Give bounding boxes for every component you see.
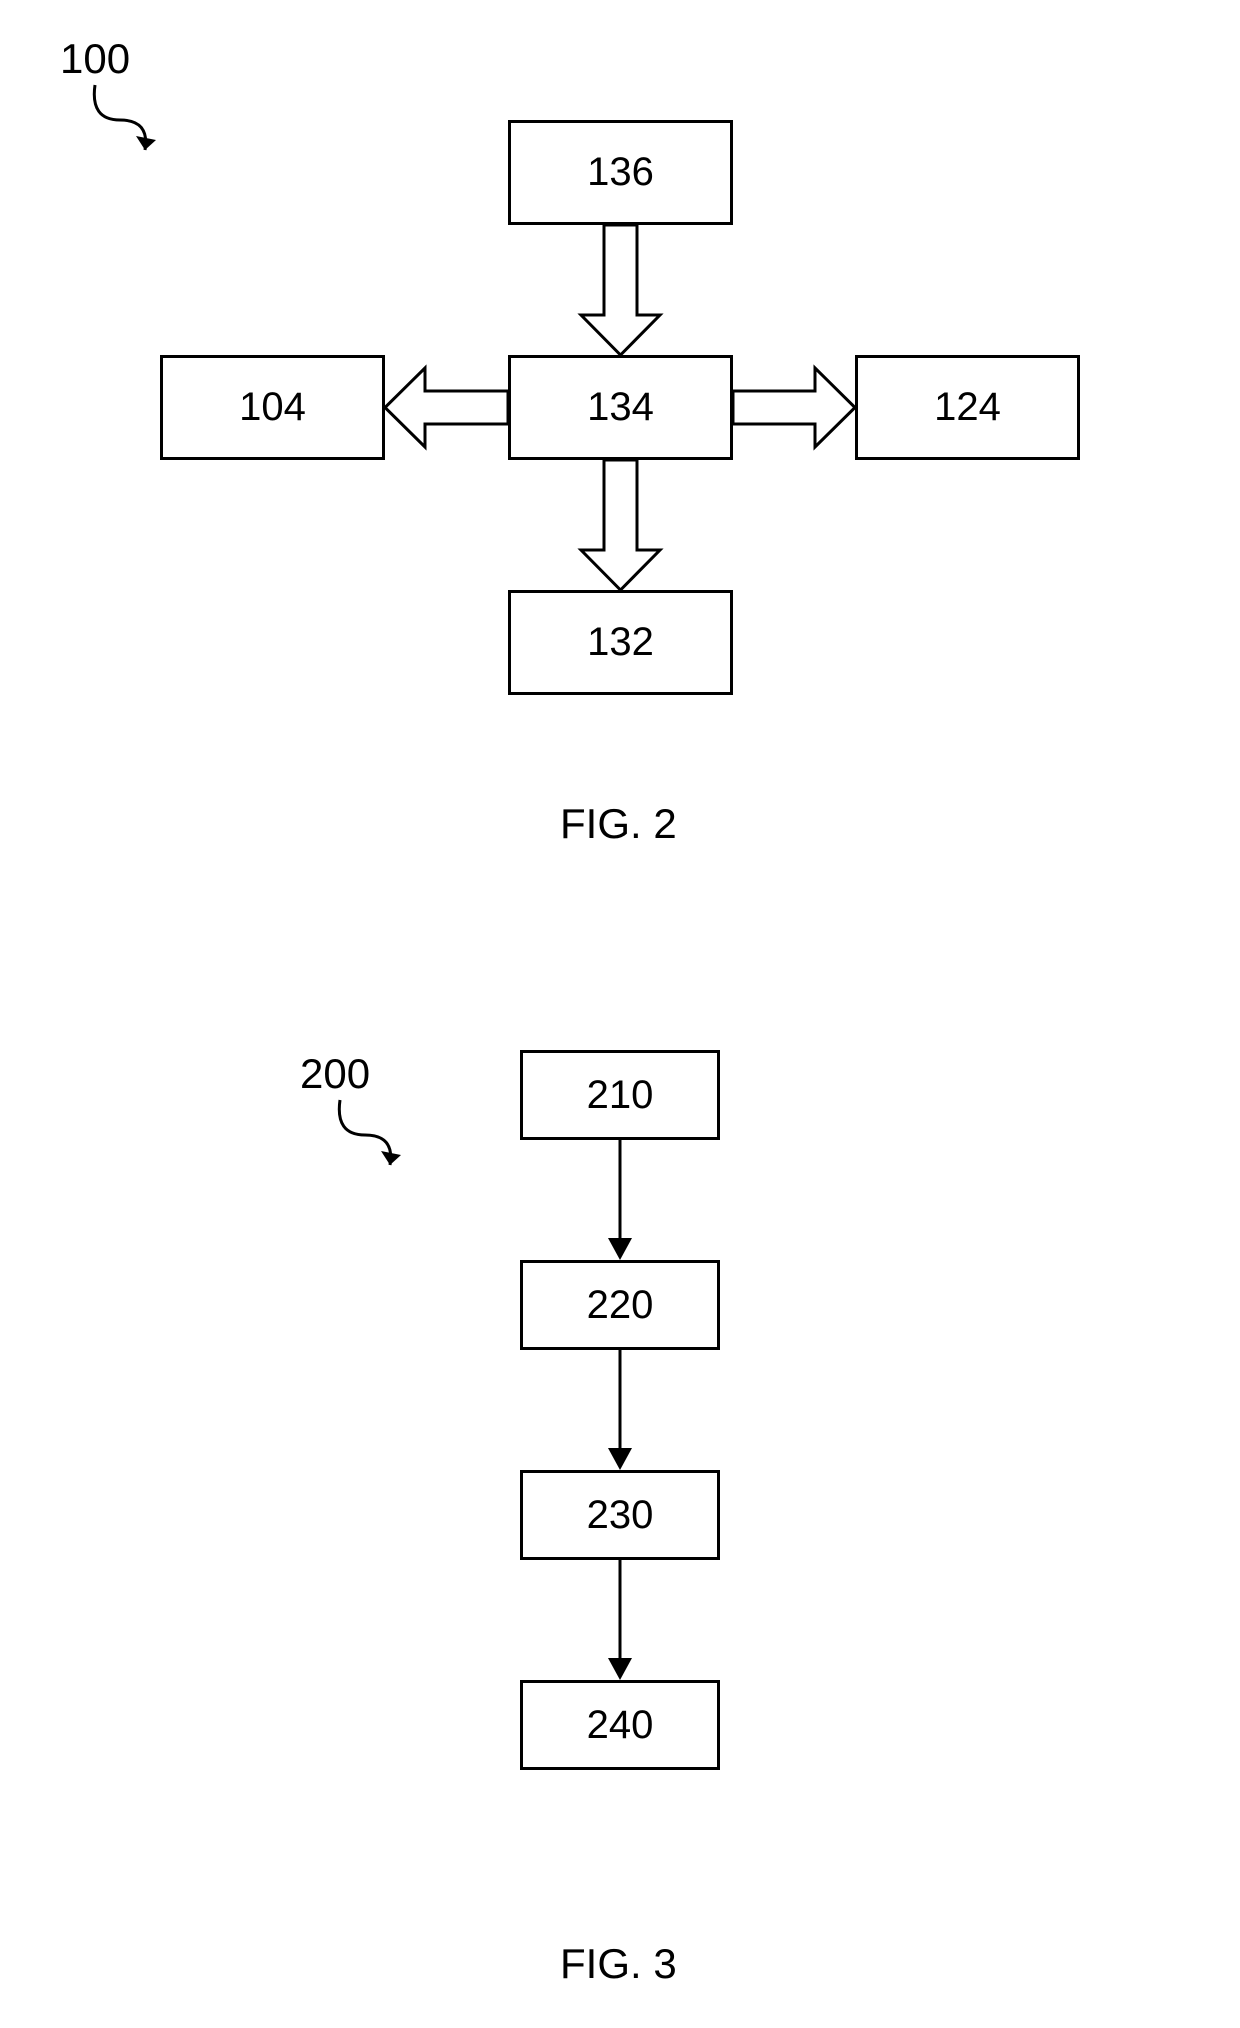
node-label: 230 (587, 1493, 654, 1538)
ref-pointer-200-head (381, 1151, 401, 1165)
block-arrow-134-132 (581, 460, 660, 590)
node-220: 220 (520, 1260, 720, 1350)
node-240: 240 (520, 1680, 720, 1770)
thin-arrow-210-220-head (608, 1238, 632, 1260)
block-arrow-134-124 (733, 368, 855, 447)
fig3-caption: FIG. 3 (560, 1940, 677, 1988)
ref-pointer-200 (339, 1100, 390, 1165)
node-label: 104 (239, 385, 306, 430)
node-134: 134 (508, 355, 733, 460)
node-210: 210 (520, 1050, 720, 1140)
patent-figure-page: 100 200 136 134 104 124 132 210 220 230 … (0, 0, 1240, 2028)
block-arrow-136-134 (581, 225, 660, 355)
thin-arrow-230-240-head (608, 1658, 632, 1680)
fig3-reference-label: 200 (300, 1050, 370, 1098)
node-230: 230 (520, 1470, 720, 1560)
thin-arrow-220-230-head (608, 1448, 632, 1470)
node-104: 104 (160, 355, 385, 460)
node-label: 210 (587, 1073, 654, 1118)
node-label: 132 (587, 620, 654, 665)
node-136: 136 (508, 120, 733, 225)
ref-pointer-100 (94, 85, 145, 150)
node-124: 124 (855, 355, 1080, 460)
node-label: 136 (587, 150, 654, 195)
node-label: 124 (934, 385, 1001, 430)
fig2-reference-label: 100 (60, 35, 130, 83)
node-label: 240 (587, 1703, 654, 1748)
ref-pointer-100-head (136, 136, 156, 150)
node-132: 132 (508, 590, 733, 695)
block-arrow-134-104 (385, 368, 508, 447)
node-label: 134 (587, 385, 654, 430)
fig2-caption: FIG. 2 (560, 800, 677, 848)
node-label: 220 (587, 1283, 654, 1328)
